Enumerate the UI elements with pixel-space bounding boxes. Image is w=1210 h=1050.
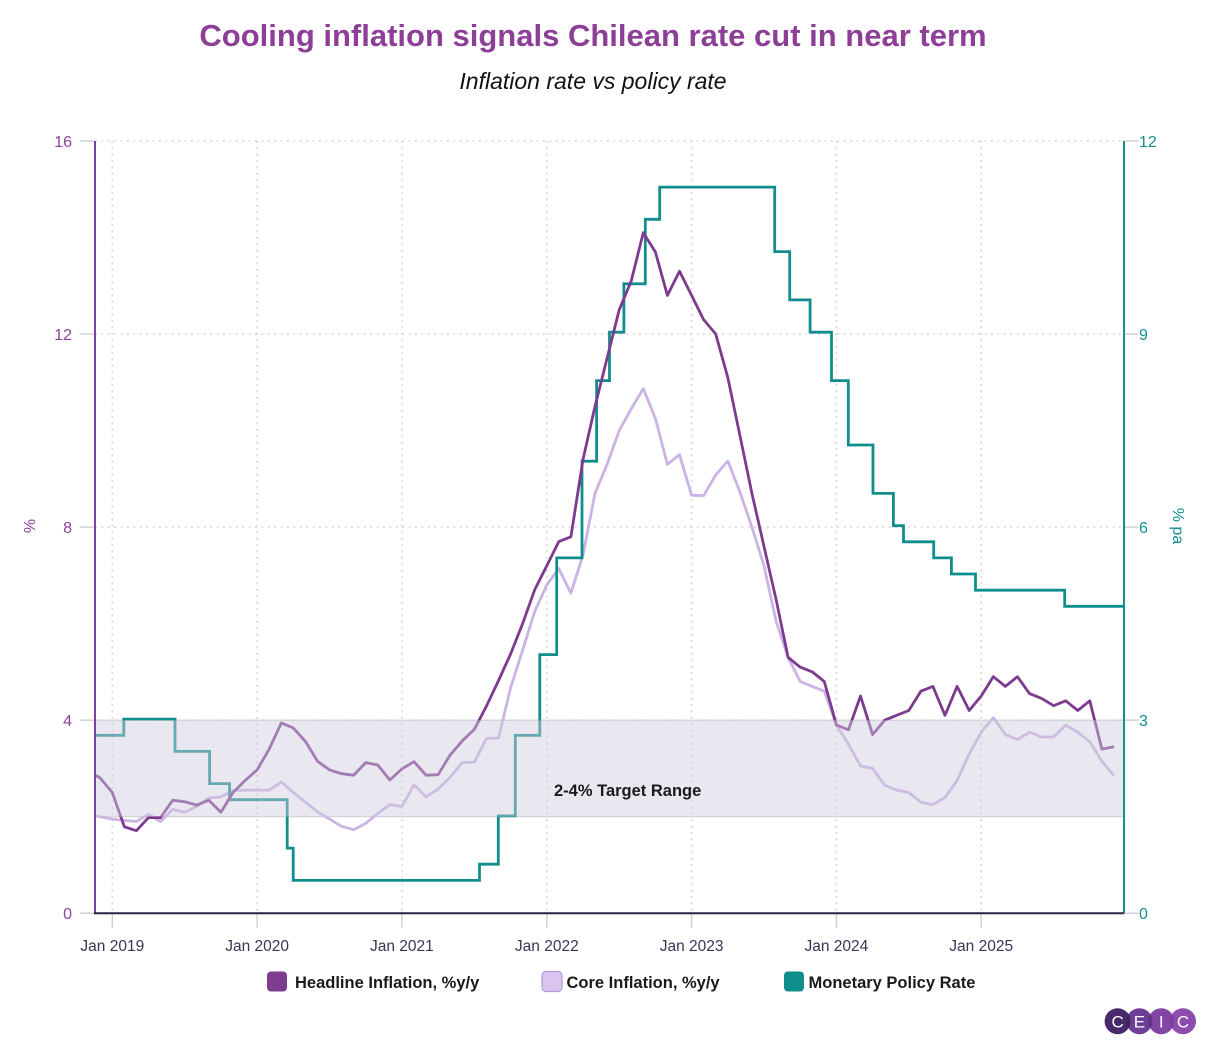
svg-text:Jan 2021: Jan 2021 (370, 938, 434, 955)
svg-text:I: I (1159, 1013, 1164, 1032)
svg-text:Monetary Policy Rate: Monetary Policy Rate (809, 974, 976, 992)
svg-text:4: 4 (63, 713, 72, 730)
svg-text:0: 0 (63, 906, 72, 923)
svg-text:Jan 2019: Jan 2019 (80, 938, 144, 955)
svg-text:2-4% Target Range: 2-4% Target Range (554, 782, 701, 800)
svg-text:Jan 2020: Jan 2020 (225, 938, 289, 955)
svg-text:16: 16 (54, 134, 72, 151)
svg-text:0: 0 (1139, 906, 1148, 923)
svg-text:Jan 2023: Jan 2023 (660, 938, 724, 955)
svg-text:%: % (20, 519, 37, 533)
svg-text:Cooling inflation signals Chil: Cooling inflation signals Chilean rate c… (199, 18, 986, 53)
svg-text:Jan 2024: Jan 2024 (805, 938, 869, 955)
svg-text:% pa: % pa (1169, 508, 1186, 545)
svg-text:Headline Inflation, %y/y: Headline Inflation, %y/y (295, 974, 480, 992)
svg-text:3: 3 (1139, 713, 1148, 730)
svg-text:9: 9 (1139, 327, 1148, 344)
svg-text:Inflation rate vs policy rate: Inflation rate vs policy rate (459, 68, 726, 94)
svg-text:Jan 2025: Jan 2025 (949, 938, 1013, 955)
svg-text:Jan 2022: Jan 2022 (515, 938, 579, 955)
svg-text:8: 8 (63, 520, 72, 537)
svg-text:Core Inflation, %y/y: Core Inflation, %y/y (567, 974, 721, 992)
svg-text:C: C (1177, 1013, 1189, 1032)
svg-text:6: 6 (1139, 520, 1148, 537)
svg-text:12: 12 (1139, 134, 1157, 151)
svg-text:12: 12 (54, 327, 72, 344)
svg-text:C: C (1111, 1013, 1123, 1032)
svg-text:E: E (1134, 1013, 1145, 1032)
